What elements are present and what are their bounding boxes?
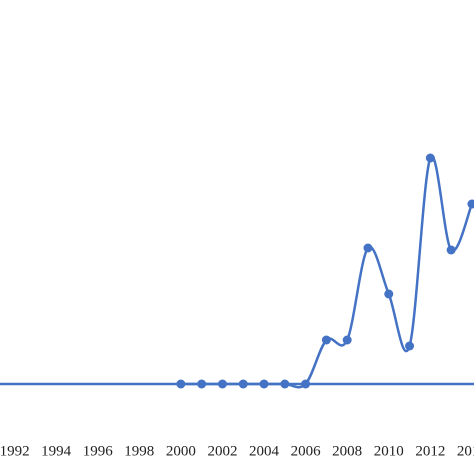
marker: [259, 379, 269, 389]
x-tick-label: 1992: [0, 443, 30, 459]
x-tick-label: 2002: [207, 443, 237, 459]
marker: [363, 243, 373, 253]
marker: [405, 341, 415, 351]
marker: [280, 379, 290, 389]
x-tick-label: 2004: [249, 443, 280, 459]
x-tick-label: 1996: [83, 443, 114, 459]
line: [180, 155, 474, 389]
x-tick-label: 2008: [332, 443, 362, 459]
marker: [446, 245, 456, 255]
marker: [217, 379, 227, 389]
marker: [301, 379, 311, 389]
marker: [238, 379, 248, 389]
marker: [342, 335, 352, 345]
x-tick-label: 2006: [291, 443, 322, 459]
marker: [176, 379, 186, 389]
x-tick-label: 2000: [166, 443, 196, 459]
x-tick-label: 1998: [124, 443, 154, 459]
x-tick-label: 2010: [374, 443, 404, 459]
x-tick-label: 2014: [457, 443, 474, 459]
marker: [384, 289, 394, 299]
marker: [197, 379, 207, 389]
marker: [321, 335, 331, 345]
x-tick-label: 2012: [415, 443, 445, 459]
marker: [467, 199, 474, 209]
marker: [425, 153, 435, 163]
x-tick-label: 1994: [41, 443, 72, 459]
